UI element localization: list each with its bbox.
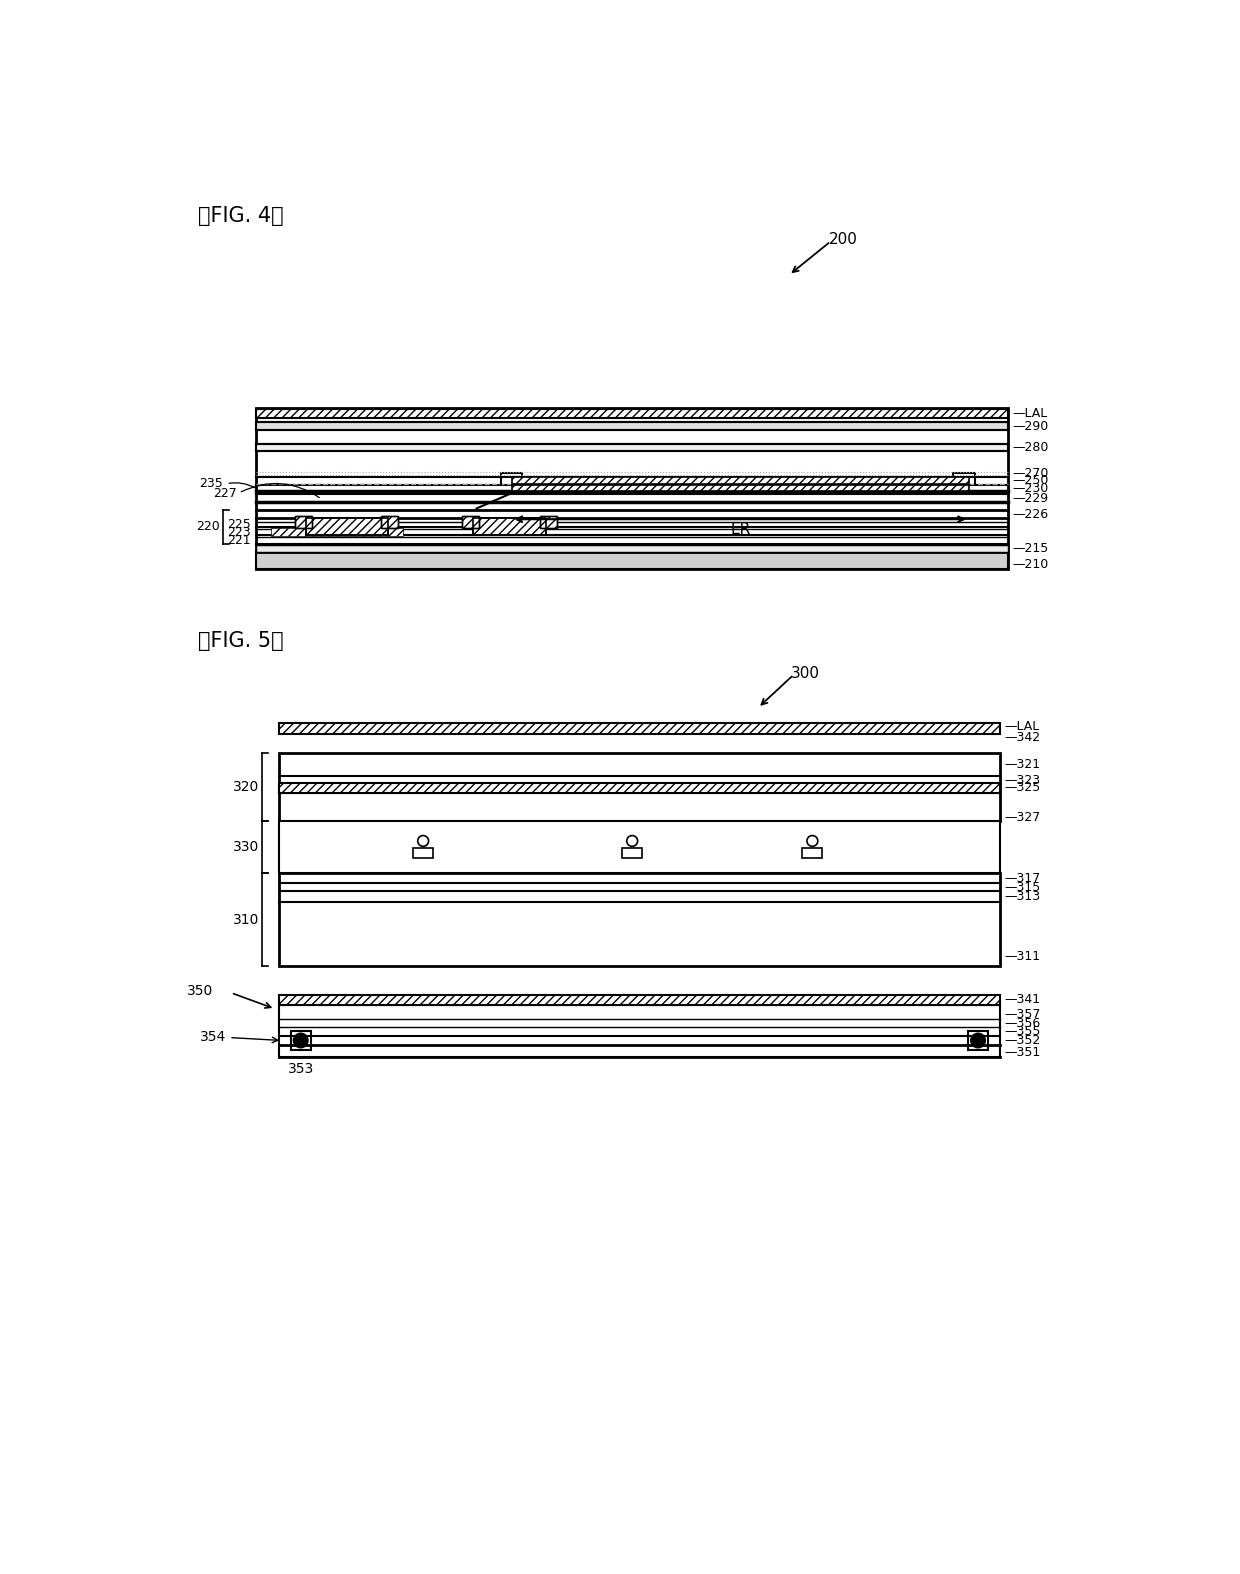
Text: 200: 200 xyxy=(830,233,858,247)
Text: —351: —351 xyxy=(1004,1045,1040,1059)
Bar xyxy=(279,782,999,793)
Text: 235: 235 xyxy=(200,477,223,490)
Text: 354: 354 xyxy=(200,1029,278,1044)
Text: —325: —325 xyxy=(1004,781,1040,793)
Text: —290: —290 xyxy=(1012,420,1048,433)
Circle shape xyxy=(294,1034,308,1047)
Bar xyxy=(802,848,822,858)
Bar xyxy=(279,1006,999,1056)
Text: —LAL: —LAL xyxy=(1004,719,1039,733)
Text: —342: —342 xyxy=(1004,730,1040,743)
Text: 300: 300 xyxy=(791,666,820,680)
Text: 《FIG. 5》: 《FIG. 5》 xyxy=(197,631,283,652)
Text: —230: —230 xyxy=(1012,482,1048,494)
Bar xyxy=(472,518,547,535)
Bar xyxy=(279,724,999,733)
Bar xyxy=(511,485,968,491)
Text: —356: —356 xyxy=(1004,1017,1040,1029)
Bar xyxy=(255,409,1007,419)
Text: 330: 330 xyxy=(233,841,259,855)
Text: —270: —270 xyxy=(1012,467,1049,480)
Bar xyxy=(295,516,312,529)
Text: 220: 220 xyxy=(196,521,221,534)
Text: ER: ER xyxy=(730,523,750,537)
Text: —226: —226 xyxy=(1012,508,1048,521)
Bar xyxy=(541,516,557,529)
Text: —229: —229 xyxy=(1012,493,1048,505)
Text: —352: —352 xyxy=(1004,1034,1040,1047)
Bar xyxy=(255,444,1007,450)
Bar xyxy=(541,516,557,529)
Bar xyxy=(413,848,433,858)
Text: —317: —317 xyxy=(1004,872,1040,885)
Text: —341: —341 xyxy=(1004,993,1040,1006)
Bar xyxy=(279,874,999,966)
Circle shape xyxy=(971,1034,985,1047)
Text: 227: 227 xyxy=(212,486,237,499)
Bar xyxy=(306,518,387,535)
Text: 310: 310 xyxy=(232,913,259,927)
Bar xyxy=(272,527,403,537)
Text: —210: —210 xyxy=(1012,559,1048,571)
Text: —280: —280 xyxy=(1012,441,1049,455)
Text: 223: 223 xyxy=(227,526,250,538)
Bar xyxy=(472,518,547,535)
Text: 《FIG. 4》: 《FIG. 4》 xyxy=(197,206,283,225)
Bar xyxy=(622,848,642,858)
Bar xyxy=(295,516,312,529)
Bar xyxy=(382,516,398,529)
Text: —313: —313 xyxy=(1004,889,1040,903)
Text: —321: —321 xyxy=(1004,757,1040,771)
Bar xyxy=(968,1031,988,1050)
Text: 353: 353 xyxy=(288,1062,314,1077)
Text: —LAL: —LAL xyxy=(1012,408,1048,420)
Text: —250: —250 xyxy=(1012,474,1049,488)
Text: 225: 225 xyxy=(227,518,250,530)
Text: —323: —323 xyxy=(1004,774,1040,787)
Bar xyxy=(306,518,387,535)
Text: —215: —215 xyxy=(1012,541,1048,556)
Bar xyxy=(463,516,479,529)
Bar xyxy=(279,822,999,874)
Bar xyxy=(382,516,398,529)
Text: —315: —315 xyxy=(1004,881,1040,894)
Bar xyxy=(255,545,1007,552)
Text: —311: —311 xyxy=(1004,951,1040,963)
Bar xyxy=(279,995,999,1006)
Text: 221: 221 xyxy=(227,534,250,548)
Bar xyxy=(463,516,479,529)
Text: —355: —355 xyxy=(1004,1025,1040,1037)
Text: —357: —357 xyxy=(1004,1007,1040,1022)
Bar xyxy=(511,477,968,483)
Bar xyxy=(279,754,999,822)
Text: 320: 320 xyxy=(233,781,259,795)
Bar xyxy=(290,1031,311,1050)
Bar xyxy=(255,552,1007,570)
Text: 350: 350 xyxy=(187,984,213,998)
Text: —327: —327 xyxy=(1004,812,1040,825)
Bar xyxy=(255,408,1007,570)
Bar xyxy=(255,422,1007,430)
